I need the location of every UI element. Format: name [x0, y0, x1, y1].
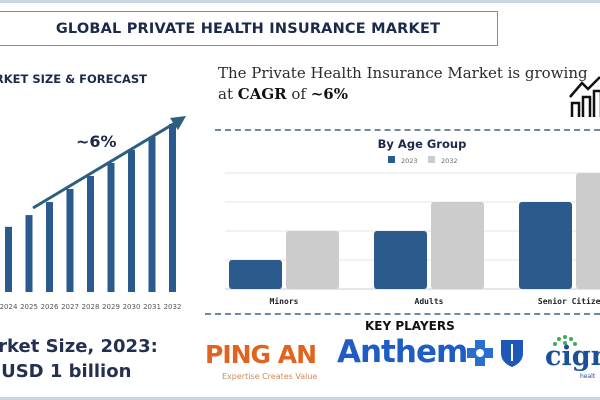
market-forecast-chart: 2023202420252026202720282029203020312032… [0, 116, 186, 311]
anthem-cross-icon [467, 340, 493, 366]
age-bar-2032 [576, 173, 600, 289]
age-bar-2023 [374, 231, 427, 289]
key-players-heading: KEY PLAYERS [365, 319, 455, 333]
legend-swatch [388, 156, 395, 163]
cagr-headline: The Private Health Insurance Market is g… [218, 63, 600, 105]
x-tick-label: 2028 [82, 303, 100, 311]
category-label: Senior Citizens [538, 296, 600, 306]
divider-top [215, 129, 600, 131]
legend-swatch [428, 156, 435, 163]
x-tick-label: 2029 [102, 303, 120, 311]
top-border [0, 0, 600, 3]
market-size: arket Size, 2023: ~USD 1 billion [0, 334, 158, 384]
forecast-bar [148, 136, 156, 292]
headline-text: The Private Health Insurance Market is g… [218, 64, 588, 103]
age-bar-2032 [286, 231, 339, 289]
cigna-subtext: healt [580, 373, 596, 380]
pingan-logo: PING AN [205, 340, 317, 369]
pingan-tagline: Expertise Creates Value [222, 372, 318, 381]
forecast-bar [107, 162, 115, 292]
trend-arrow [32, 118, 181, 210]
x-tick-label: 2026 [41, 303, 59, 311]
market-size-value: ~USD 1 billion [0, 361, 132, 382]
forecast-bar [87, 175, 94, 292]
bottom-border [0, 397, 600, 400]
cagr-value: ~6% [310, 85, 348, 103]
forecast-bar [128, 149, 135, 292]
age-bar-2023 [519, 202, 572, 289]
forecast-bar [169, 123, 176, 292]
age-group-chart: By Age Group 2023 2032 Minors Adults Senior C… [225, 137, 600, 306]
cagr-annotation: ~6% [76, 132, 117, 151]
cigna-tree-icon [553, 335, 577, 346]
page-title: GLOBAL PRIVATE HEALTH INSURANCE MARKET [0, 11, 498, 46]
legend-label: 2032 [441, 157, 458, 165]
divider-bottom [205, 313, 600, 315]
forecast-bar [25, 215, 33, 292]
cigna-logo: cign [545, 341, 600, 372]
anthem-shield-icon [501, 340, 523, 367]
cagr-label: CAGR [237, 85, 287, 103]
headline-of: of [286, 85, 311, 103]
category-label: Minors [270, 296, 299, 306]
trend-arrowhead [170, 116, 186, 130]
forecast-bar [46, 202, 53, 292]
x-tick-label: 2032 [164, 303, 182, 311]
legend-label: 2023 [401, 157, 418, 165]
age-bar-2023 [229, 260, 282, 289]
category-label: Adults [415, 297, 444, 306]
market-size-label: arket Size, 2023: [0, 336, 158, 357]
chart-title: By Age Group [378, 137, 467, 151]
x-tick-label: 2024 [0, 303, 18, 311]
forecast-heading: ARKET SIZE & FORECAST [0, 72, 147, 86]
anthem-logo: Anthem [337, 334, 468, 370]
x-tick-label: 2031 [143, 303, 161, 311]
forecast-bar [66, 189, 74, 292]
forecast-bar [5, 226, 12, 292]
x-tick-label: 2027 [61, 303, 79, 311]
age-bar-2032 [431, 202, 484, 289]
x-tick-label: 2025 [20, 303, 38, 311]
x-tick-label: 2030 [123, 303, 141, 311]
growth-chart-icon [569, 76, 600, 117]
